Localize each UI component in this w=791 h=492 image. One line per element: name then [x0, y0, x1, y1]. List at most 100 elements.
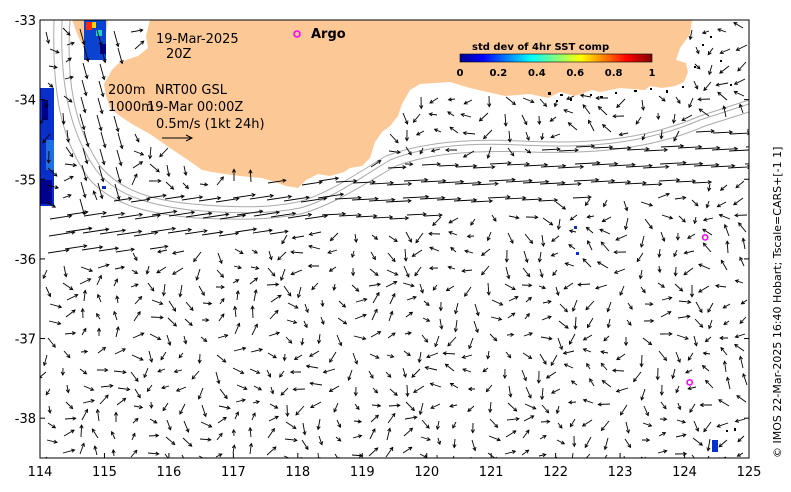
- current-vector-head: [98, 245, 104, 250]
- current-vector-head: [430, 405, 435, 409]
- current-vector: [485, 384, 493, 392]
- current-vector-head: [567, 400, 573, 405]
- current-vector: [658, 179, 680, 182]
- current-vector: [167, 317, 177, 327]
- current-vector-head: [241, 398, 246, 403]
- current-vector-head: [408, 311, 414, 316]
- current-vector-head: [104, 394, 109, 399]
- current-vector: [563, 282, 574, 290]
- current-vector: [708, 183, 711, 191]
- current-vector-head: [133, 256, 138, 262]
- current-vector: [65, 57, 72, 63]
- current-vector: [675, 96, 681, 104]
- current-vector: [386, 183, 412, 186]
- current-vector: [718, 439, 728, 448]
- current-vector-head: [243, 386, 248, 390]
- current-vector-head: [704, 463, 707, 466]
- current-vector-head: [473, 197, 478, 203]
- current-vector-head: [509, 239, 514, 244]
- current-vector: [642, 337, 652, 345]
- current-vector-head: [253, 289, 258, 294]
- current-vector: [674, 197, 686, 200]
- current-vector-head: [411, 373, 416, 378]
- current-vector: [96, 275, 102, 286]
- current-vector: [607, 318, 611, 328]
- current-vector-head: [439, 325, 444, 330]
- current-vector: [99, 148, 105, 165]
- current-vector: [371, 404, 381, 407]
- current-vector-head: [556, 225, 561, 231]
- current-vector: [185, 212, 212, 218]
- current-vector: [166, 164, 170, 177]
- current-vector-head: [450, 462, 453, 465]
- current-vector: [388, 404, 400, 407]
- current-vector-head: [371, 428, 376, 433]
- current-vector-head: [734, 334, 739, 339]
- current-vector-head: [738, 355, 743, 360]
- current-vector-head: [235, 279, 240, 283]
- current-vector: [64, 76, 74, 80]
- current-vector-head: [460, 179, 465, 184]
- current-vector: [636, 252, 644, 262]
- current-vector: [556, 439, 565, 445]
- current-vector: [566, 95, 575, 100]
- current-vector: [270, 212, 296, 218]
- current-vector: [218, 405, 230, 409]
- current-vector-head: [328, 267, 334, 272]
- current-vector: [726, 377, 731, 390]
- current-vector: [689, 403, 696, 413]
- current-vector: [387, 166, 406, 169]
- y-tick-label: -35: [15, 173, 36, 188]
- current-vector-head: [387, 427, 392, 432]
- current-vector-head: [733, 22, 738, 26]
- current-vector-head: [572, 443, 577, 448]
- current-vector: [737, 452, 744, 457]
- current-vector-head: [510, 152, 515, 157]
- current-vector-head: [615, 388, 621, 393]
- current-vector-head: [441, 195, 446, 200]
- current-vector-head: [586, 239, 591, 245]
- current-vector-head: [679, 287, 684, 292]
- current-vector: [219, 298, 225, 305]
- colorbar-title: std dev of 4hr SST comp: [472, 42, 609, 53]
- current-vector: [387, 413, 396, 424]
- current-vector: [558, 149, 578, 152]
- argo-float-marker: [701, 234, 709, 241]
- current-vector: [571, 452, 574, 458]
- current-vector-head: [627, 321, 632, 326]
- current-vector: [385, 200, 411, 203]
- current-vector-head: [528, 355, 533, 359]
- current-vector: [369, 353, 380, 359]
- current-vector-head: [275, 210, 281, 215]
- current-vector: [538, 285, 546, 289]
- current-vector-head: [548, 336, 553, 341]
- current-vector-head: [524, 258, 529, 264]
- current-vector-head: [657, 253, 662, 258]
- current-vector-head: [559, 345, 563, 351]
- current-vector-head: [96, 312, 100, 318]
- current-vector-head: [529, 239, 534, 245]
- current-vector-head: [474, 328, 479, 334]
- current-vector-head: [274, 404, 279, 409]
- current-vector: [703, 217, 714, 221]
- current-vector: [432, 284, 438, 291]
- current-vector: [368, 199, 395, 202]
- current-vector-head: [425, 301, 430, 307]
- current-vector: [370, 251, 376, 260]
- current-vector: [99, 229, 126, 235]
- current-vector-head: [752, 148, 755, 151]
- current-vector-head: [702, 351, 707, 356]
- current-vector-head: [492, 217, 497, 222]
- current-vector: [615, 234, 628, 241]
- current-vector-head: [413, 389, 418, 393]
- current-vector-head: [226, 405, 231, 410]
- current-vector: [336, 419, 341, 428]
- current-vector: [183, 335, 187, 344]
- current-vector-head: [357, 419, 363, 424]
- current-vector-head: [115, 326, 120, 331]
- current-vector-head: [597, 105, 602, 111]
- current-vector-head: [122, 369, 127, 375]
- current-vector-head: [179, 410, 184, 415]
- current-vector-head: [494, 423, 499, 429]
- current-vector: [675, 266, 677, 276]
